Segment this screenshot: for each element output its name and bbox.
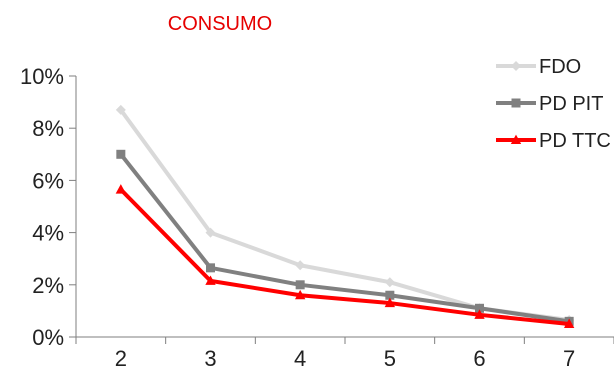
y-tick-label: 2% <box>32 273 64 298</box>
y-tick-label: 6% <box>32 168 64 193</box>
series-line <box>118 152 572 324</box>
y-tick-label: 8% <box>32 116 64 141</box>
legend: FDO PD PIT PD TTC <box>496 56 611 152</box>
legend-label: PD TTC <box>539 130 611 152</box>
data-point <box>116 149 126 159</box>
data-point <box>294 289 306 300</box>
legend-marker <box>511 98 521 108</box>
data-point <box>295 260 306 271</box>
legend-item: PD TTC <box>496 130 611 152</box>
data-point <box>563 318 575 328</box>
x-tick-label: 3 <box>204 346 216 370</box>
data-point <box>384 277 395 288</box>
y-tick-label: 4% <box>32 221 64 246</box>
x-tick-label: 5 <box>384 346 396 370</box>
x-tick-label: 6 <box>473 346 485 370</box>
data-point <box>115 104 126 115</box>
y-tick-label: 10% <box>20 64 64 89</box>
series-line <box>118 187 572 326</box>
data-point <box>475 303 484 313</box>
data-point <box>115 184 127 194</box>
legend-label: PD PIT <box>539 93 603 115</box>
data-point <box>384 297 396 308</box>
data-point <box>385 290 395 300</box>
x-tick-label: 7 <box>563 346 575 370</box>
chart-title: CONSUMO <box>168 13 272 35</box>
data-point <box>206 263 215 273</box>
legend-marker <box>510 134 522 145</box>
y-tick-label: 0% <box>32 325 64 350</box>
axes: 0% 2% 4% 6% 8% 10% 2 3 4 5 6 7 <box>20 64 614 370</box>
series-pd-ttc <box>115 184 575 328</box>
legend-label: FDO <box>539 56 581 78</box>
legend-marker <box>511 61 521 71</box>
data-point <box>205 227 216 238</box>
legend-item: FDO <box>496 56 581 78</box>
data-point <box>474 309 485 319</box>
data-point <box>205 275 216 285</box>
x-tick-label: 4 <box>294 346 306 370</box>
legend-item: PD PIT <box>496 93 603 115</box>
series-layer <box>115 104 575 328</box>
data-point <box>295 280 305 290</box>
x-tick-label: 2 <box>115 346 127 370</box>
